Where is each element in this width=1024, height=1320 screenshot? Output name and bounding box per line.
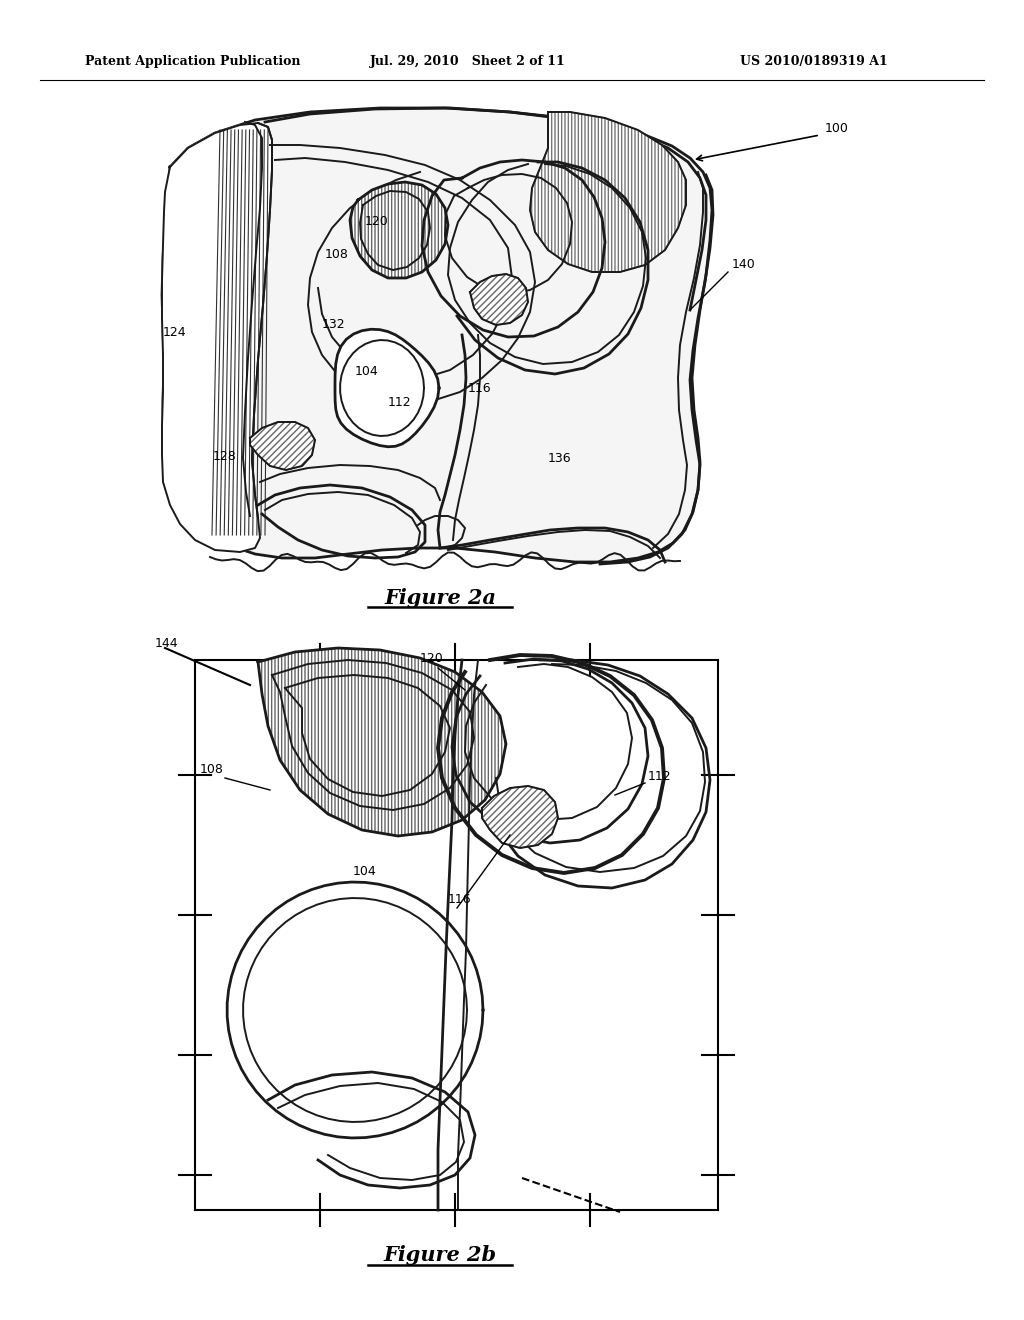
- Text: 144: 144: [155, 638, 178, 649]
- Polygon shape: [162, 123, 272, 552]
- Polygon shape: [470, 275, 528, 325]
- Polygon shape: [482, 785, 558, 847]
- Polygon shape: [250, 422, 315, 470]
- Polygon shape: [335, 329, 439, 446]
- Text: Patent Application Publication: Patent Application Publication: [85, 55, 300, 69]
- Polygon shape: [530, 112, 686, 272]
- Text: Figure 2a: Figure 2a: [384, 587, 496, 609]
- Text: 136: 136: [548, 451, 571, 465]
- Text: 120: 120: [365, 215, 389, 228]
- Text: Jul. 29, 2010   Sheet 2 of 11: Jul. 29, 2010 Sheet 2 of 11: [370, 55, 565, 69]
- Text: 108: 108: [325, 248, 349, 261]
- Text: 112: 112: [648, 770, 672, 783]
- Polygon shape: [258, 648, 506, 836]
- Text: 116: 116: [468, 381, 492, 395]
- Polygon shape: [227, 882, 483, 1138]
- Text: 124: 124: [163, 326, 186, 339]
- Text: US 2010/0189319 A1: US 2010/0189319 A1: [740, 55, 888, 69]
- Text: 104: 104: [355, 366, 379, 378]
- Text: Figure 2b: Figure 2b: [383, 1245, 497, 1265]
- Text: 100: 100: [825, 121, 849, 135]
- Text: 140: 140: [732, 257, 756, 271]
- Text: 128: 128: [213, 450, 237, 463]
- Text: 112: 112: [388, 396, 412, 409]
- Text: 132: 132: [322, 318, 346, 331]
- Text: 116: 116: [449, 894, 472, 906]
- Polygon shape: [350, 182, 449, 279]
- Text: 108: 108: [200, 763, 224, 776]
- Text: 120: 120: [420, 652, 443, 665]
- Polygon shape: [162, 108, 712, 562]
- Text: 104: 104: [353, 865, 377, 878]
